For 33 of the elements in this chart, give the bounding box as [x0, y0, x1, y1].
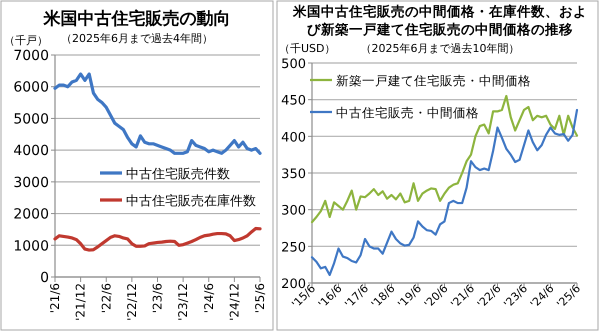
x-tick-label: '23/12: [176, 283, 190, 321]
y-tick-label: 3000: [13, 174, 49, 191]
y-tick-label: 1000: [13, 238, 49, 254]
y-axis-title: （千USD）: [279, 42, 336, 55]
chart-title: 米国中古住宅販売の動向: [42, 9, 230, 29]
legend-label: 中古住宅販売件数: [126, 166, 230, 182]
y-tick-label: 350: [281, 167, 306, 182]
y-tick-label: 5000: [13, 111, 49, 128]
y-axis-title: （千戸）: [4, 34, 48, 47]
y-tick-label: 0: [40, 270, 49, 286]
y-tick-label: 7000: [13, 48, 49, 64]
legend-label: 中古住宅販売在庫件数: [126, 193, 256, 209]
x-tick-label: '21/12: [74, 283, 88, 321]
legend-label: 新築一戸建て住宅販売・中間価格: [336, 73, 531, 88]
y-tick-label: 500: [281, 57, 306, 72]
y-tick-label: 4000: [13, 143, 49, 160]
chart-title: 米国中古住宅販売の中間価格・在庫件数、および新築一戸建て住宅販売の中間価格の推移: [292, 3, 587, 38]
x-tick-label: '22/6: [99, 283, 114, 314]
x-tick-label: '22/12: [124, 283, 139, 321]
legend-label: 中古住宅販売・中間価格: [336, 105, 479, 120]
x-tick-label: '24/6: [202, 283, 216, 314]
y-tick-label: 6000: [13, 80, 49, 96]
y-tick-label: 2000: [13, 206, 49, 223]
x-tick-label: '24/12: [227, 283, 242, 321]
x-tick-label: '23/6: [150, 283, 164, 314]
chart-subtitle: （2025年6月まで過去10年間）: [360, 42, 520, 55]
y-tick-label: 450: [281, 94, 306, 109]
y-tick-label: 400: [281, 130, 306, 146]
y-tick-label: 250: [281, 240, 306, 256]
y-tick-label: 300: [281, 204, 306, 219]
x-tick-label: '21/6: [48, 283, 62, 314]
chart-subtitle: （2025年6月まで過去4年間）: [61, 32, 213, 45]
x-tick-label: '25/6: [253, 283, 267, 314]
